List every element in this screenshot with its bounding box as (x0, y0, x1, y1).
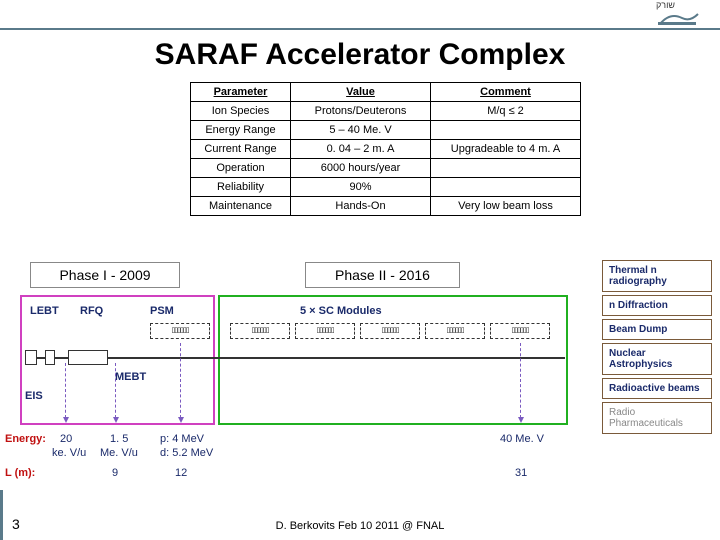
rfq-block (68, 350, 108, 365)
label-sc-modules: 5 × SC Modules (300, 305, 382, 317)
parameter-table: Parameter Value Comment Ion Species Prot… (190, 82, 581, 216)
sc-module-3: ▯▯▯▯▯▯ (360, 323, 420, 339)
sc-module-1: ▯▯▯▯▯▯ (230, 323, 290, 339)
lebt-block (45, 350, 55, 365)
energy-1u: ke. V/u (52, 447, 86, 459)
page-title: SARAF Accelerator Complex (0, 38, 720, 72)
phase1-label: Phase I - 2009 (30, 262, 180, 288)
table-row: Operation 6000 hours/year (191, 159, 581, 178)
energy-2u: Me. V/u (100, 447, 138, 459)
energy-3b: d: 5.2 MeV (160, 447, 213, 459)
th-value: Value (291, 83, 431, 102)
arrow-1 (65, 363, 66, 418)
output-pharma: Radio Pharmaceuticals (602, 402, 712, 434)
label-rfq: RFQ (80, 305, 103, 317)
output-radioactive: Radioactive beams (602, 378, 712, 399)
length-label: L (m): (5, 467, 35, 479)
sc-module-4: ▯▯▯▯▯▯ (425, 323, 485, 339)
arrow-2 (115, 363, 116, 418)
output-nuclear: Nuclear Astrophysics (602, 343, 712, 375)
energy-label: Energy: (5, 433, 46, 445)
energy-2: 1. 5 (110, 433, 128, 445)
length-3: 31 (515, 467, 527, 479)
energy-3: p: 4 MeV (160, 433, 204, 445)
label-mebt: MEBT (115, 371, 146, 383)
table-row: Maintenance Hands-On Very low beam loss (191, 197, 581, 216)
table-row: Current Range 0. 04 – 2 m. A Upgradeable… (191, 140, 581, 159)
label-eis: EIS (25, 390, 43, 402)
left-accent-bar (0, 490, 3, 540)
eis-block (25, 350, 37, 365)
energy-4: 40 Me. V (500, 433, 544, 445)
output-thermal: Thermal n radiography (602, 260, 712, 292)
label-lebt: LEBT (30, 305, 59, 317)
phase2-region (218, 295, 568, 425)
table-row: Energy Range 5 – 40 Me. V (191, 121, 581, 140)
energy-1: 20 (60, 433, 72, 445)
output-boxes: Thermal n radiography n Diffraction Beam… (602, 260, 712, 437)
th-parameter: Parameter (191, 83, 291, 102)
header-divider (0, 28, 720, 30)
length-2: 12 (175, 467, 187, 479)
th-comment: Comment (431, 83, 581, 102)
length-1: 9 (112, 467, 118, 479)
accelerator-diagram: LEBT RFQ PSM 5 × SC Modules MEBT EIS ▯▯▯… (20, 295, 700, 480)
phase2-label: Phase II - 2016 (305, 262, 460, 288)
logo-text: שורק (656, 0, 675, 10)
footer-text: D. Berkovits Feb 10 2011 @ FNAL (0, 520, 720, 532)
arrow-4 (520, 343, 521, 418)
table-row: Ion Species Protons/Deuterons M/q ≤ 2 (191, 102, 581, 121)
sc-module-5: ▯▯▯▯▯▯ (490, 323, 550, 339)
label-psm: PSM (150, 305, 174, 317)
output-diffraction: n Diffraction (602, 295, 712, 316)
arrow-3 (180, 343, 181, 418)
output-beamdump: Beam Dump (602, 319, 712, 340)
psm-module: ▯▯▯▯▯▯ (150, 323, 210, 339)
sc-module-2: ▯▯▯▯▯▯ (295, 323, 355, 339)
table-row: Reliability 90% (191, 178, 581, 197)
